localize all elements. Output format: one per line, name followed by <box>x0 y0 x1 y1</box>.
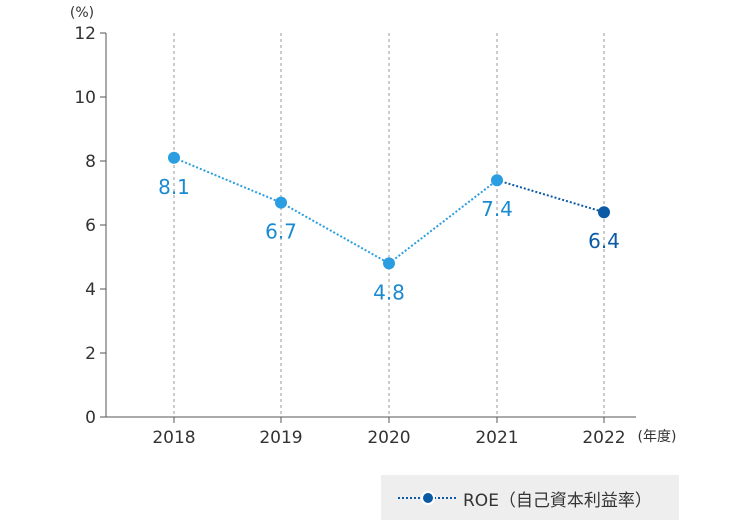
y-tick-labels: 0 2 4 6 8 10 12 <box>74 24 96 428</box>
axes <box>100 32 636 423</box>
y-tick-label-2: 2 <box>85 344 96 364</box>
x-tick-label-2018: 2018 <box>152 428 195 448</box>
data-label-2020: 4.8 <box>373 280 405 304</box>
grid-lines <box>173 33 605 417</box>
y-axis-unit-label: (%) <box>70 5 94 21</box>
x-tick-labels: 2018 2019 2020 2021 2022 <box>152 428 625 448</box>
x-tick-label-2021: 2021 <box>475 428 518 448</box>
data-point-2022 <box>598 206 610 219</box>
y-tick-label-8: 8 <box>85 152 96 172</box>
data-label-2019: 6.7 <box>265 220 297 244</box>
data-label-2018: 8.1 <box>158 175 190 199</box>
data-point-2020 <box>383 257 395 270</box>
y-tick-label-12: 12 <box>74 24 96 44</box>
y-tick-label-6: 6 <box>85 216 96 236</box>
data-labels: 8.1 6.7 4.8 7.4 6.4 <box>158 175 620 305</box>
y-tick-label-4: 4 <box>85 280 96 300</box>
data-point-2021 <box>491 174 503 187</box>
legend-label: ROE（自己資本利益率） <box>463 491 652 511</box>
x-tick-label-2020: 2020 <box>367 428 410 448</box>
series-roe <box>168 151 610 270</box>
series-segment-2020-2021 <box>388 179 498 265</box>
data-point-2019 <box>275 196 287 209</box>
series-segment-2019-2020 <box>280 201 390 265</box>
series-segment-2018-2019 <box>173 156 282 204</box>
y-tick-label-10: 10 <box>74 88 96 108</box>
data-point-2018 <box>168 151 180 164</box>
data-label-2021: 7.4 <box>481 197 513 221</box>
x-tick-label-2019: 2019 <box>259 428 302 448</box>
x-axis-unit-label: (年度) <box>638 429 677 445</box>
x-tick-label-2022: 2022 <box>582 428 625 448</box>
legend-marker <box>398 491 458 505</box>
series-segment-2021-2022 <box>496 179 605 214</box>
data-label-2022: 6.4 <box>588 229 620 253</box>
legend <box>381 475 679 520</box>
y-tick-label-0: 0 <box>85 408 96 428</box>
